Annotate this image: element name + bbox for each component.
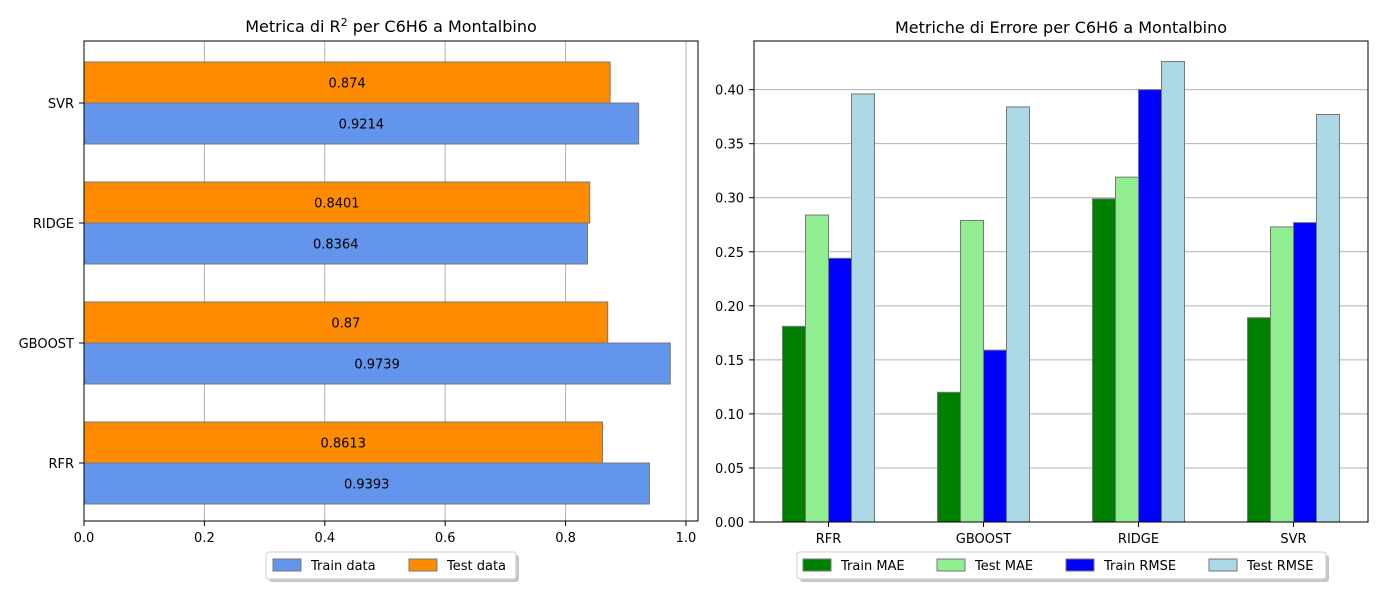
r2-x-tick-label: 0.4: [314, 531, 335, 546]
error-legend-box: [796, 551, 1327, 580]
legend-swatch-train-mae: [802, 558, 832, 572]
error-x-tick-label-svr: SVR: [1280, 532, 1306, 547]
r2-x-tick-label: 0.0: [74, 531, 95, 546]
legend-swatch-train-rmse: [1065, 558, 1095, 572]
error-y-tick-label: 0.35: [715, 138, 744, 153]
legend-label-train-mae: Train MAE: [840, 559, 905, 574]
r2-bar-test-data-ridge: [83, 181, 591, 224]
error-y-tick-label: 0.00: [715, 516, 744, 531]
error-y-tick-label: 0.40: [715, 84, 744, 99]
r2-y-axis: RFR GBOOST RIDGE SVR: [19, 97, 84, 472]
r2-bars: 0.9393 0.8613 0.9739 0.87 0.8364 0.8401 0.9214…: [83, 61, 671, 505]
r2-bar-train-data-svr: [83, 102, 640, 145]
r2-bar-train-data-rfr: [83, 462, 650, 505]
r2-bar-label-train-data-ridge: 0.8364: [313, 238, 359, 253]
r2-bar-label-test-data-ridge: 0.8401: [314, 197, 360, 212]
error-y-tick-label: 0.30: [715, 192, 744, 207]
r2-bar-label-train-data-svr: 0.9214: [339, 118, 385, 133]
r2-y-tick-label-rfr: RFR: [48, 457, 74, 472]
r2-x-axis: 0.0 0.2 0.4 0.6 0.8 1.0: [74, 521, 697, 546]
error-bar-train-mae-gboost: [937, 391, 961, 523]
error-bar-test-mae-svr: [1270, 226, 1294, 523]
r2-legend: Train data Test data: [265, 551, 519, 582]
error-x-tick-label-gboost: GBOOST: [956, 532, 1011, 547]
error-x-tick-label-rfr: RFR: [816, 532, 842, 547]
error-bar-test-rmse-svr: [1316, 114, 1340, 523]
error-y-tick-label: 0.20: [715, 300, 744, 315]
r2-x-tick-label: 0.2: [194, 531, 215, 546]
r2-y-tick-label-ridge: RIDGE: [33, 217, 74, 232]
r2-bar-label-test-data-rfr: 0.8613: [320, 437, 366, 452]
error-bar-test-rmse-ridge: [1161, 61, 1185, 523]
error-bar-train-rmse-svr: [1293, 222, 1317, 523]
r2-bar-label-test-data-gboost: 0.87: [331, 317, 360, 332]
error-y-axis: 0.00 0.05 0.10 0.15 0.20 0.25 0.30 0.35 0.40: [715, 84, 754, 531]
r2-bar-train-data-ridge: [83, 222, 588, 265]
error-bar-train-mae-svr: [1247, 317, 1271, 523]
r2-chart-title: Metrica di R2 per C6H6 a Montalbino: [245, 16, 537, 36]
r2-x-tick-label: 1.0: [676, 531, 697, 546]
r2-plot-frame: [83, 40, 699, 522]
error-x-tick-label-ridge: RIDGE: [1118, 532, 1159, 547]
r2-bar-test-data-gboost: [83, 301, 609, 344]
error-bar-train-mae-rfr: [782, 325, 806, 523]
error-bar-test-mae-gboost: [960, 219, 984, 523]
r2-bar-label-test-data-svr: 0.874: [328, 77, 365, 92]
r2-bar-label-train-data-gboost: 0.9739: [354, 358, 400, 373]
r2-chart: Metrica di R2 per C6H6 a Montalbino 0.93…: [19, 16, 699, 582]
error-bars: [782, 61, 1340, 523]
error-y-tick-label: 0.05: [715, 462, 744, 477]
error-plot-frame: [753, 40, 1369, 523]
legend-label-test-rmse: Test RMSE: [1246, 559, 1313, 574]
legend-label-test-data: Test data: [446, 559, 506, 574]
error-bar-train-rmse-ridge: [1138, 89, 1162, 523]
error-bar-test-rmse-rfr: [851, 93, 875, 523]
error-bar-test-mae-rfr: [805, 214, 829, 523]
error-x-axis: RFR GBOOST RIDGE SVR: [816, 522, 1307, 547]
error-bar-test-mae-ridge: [1115, 176, 1139, 523]
error-bar-train-rmse-rfr: [828, 257, 852, 523]
r2-bar-test-data-svr: [83, 61, 611, 104]
r2-bar-label-train-data-rfr: 0.9393: [344, 478, 390, 493]
legend-swatch-test-data: [408, 558, 438, 572]
error-chart-title: Metriche di Errore per C6H6 a Montalbino: [895, 18, 1227, 37]
error-metrics-chart: Metriche di Errore per C6H6 a Montalbino…: [715, 18, 1369, 582]
error-bar-test-rmse-gboost: [1006, 106, 1030, 523]
error-y-tick-label: 0.10: [715, 408, 744, 423]
error-y-tick-label: 0.15: [715, 354, 744, 369]
r2-bar-train-data-gboost: [83, 342, 671, 385]
error-y-tick-label: 0.25: [715, 246, 744, 261]
legend-swatch-train-data: [272, 558, 302, 572]
legend-label-train-rmse: Train RMSE: [1103, 559, 1176, 574]
legend-swatch-test-rmse: [1208, 558, 1238, 572]
legend-label-train-data: Train data: [310, 559, 376, 574]
r2-legend-box: [265, 551, 517, 580]
r2-y-tick-label-svr: SVR: [48, 97, 74, 112]
r2-y-tick-label-gboost: GBOOST: [19, 337, 74, 352]
legend-label-test-mae: Test MAE: [974, 559, 1033, 574]
legend-swatch-test-mae: [936, 558, 966, 572]
error-bar-train-mae-ridge: [1092, 198, 1116, 523]
error-bar-train-rmse-gboost: [983, 349, 1007, 523]
error-legend: Train MAE Test MAE Train RMSE Test RMSE: [796, 551, 1329, 582]
r2-x-tick-label: 0.8: [555, 531, 576, 546]
r2-x-tick-label: 0.6: [435, 531, 456, 546]
